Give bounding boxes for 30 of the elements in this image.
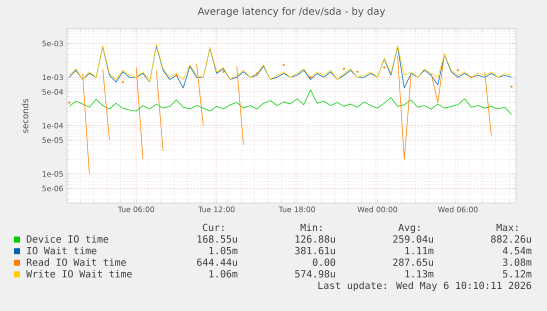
text: 1.06m bbox=[209, 270, 238, 278]
text: 287.65u bbox=[393, 258, 433, 266]
text: Cur: bbox=[202, 224, 224, 232]
text: 381.61u bbox=[295, 246, 335, 254]
legend-label: Write IO Wait time bbox=[26, 270, 132, 278]
line-series bbox=[68, 45, 512, 88]
text: 1.05m bbox=[209, 246, 238, 254]
chart-title: Average latency for /dev/sda - by day bbox=[198, 7, 386, 17]
text: Avg: bbox=[398, 224, 420, 234]
legend-label: IO Wait time bbox=[27, 246, 96, 254]
legend-label: Device IO time bbox=[26, 235, 108, 243]
text: 1.13m bbox=[405, 270, 434, 278]
text: 4.54m bbox=[502, 247, 532, 254]
text: 3.08m bbox=[502, 258, 532, 266]
text: 574.98u bbox=[295, 270, 335, 278]
text: 5.12m bbox=[502, 270, 532, 278]
text: 126.88u bbox=[296, 235, 335, 243]
text: 168.55u bbox=[198, 235, 237, 243]
text: Last update: Wed May 6 10:10:11 2026 bbox=[318, 282, 532, 292]
text: 259.04u bbox=[393, 235, 433, 243]
text: 1.11m bbox=[405, 247, 434, 254]
text: Max: bbox=[496, 224, 518, 232]
line-series bbox=[68, 89, 512, 115]
text: 0.00 bbox=[312, 258, 336, 266]
text: 644.44u bbox=[197, 258, 237, 266]
legend-label: Read IO Wait time bbox=[26, 258, 126, 266]
y-axis-title: seconds bbox=[22, 99, 28, 133]
text: Min: bbox=[300, 224, 322, 231]
text: 882.26u bbox=[491, 235, 531, 243]
line-series bbox=[68, 44, 512, 82]
